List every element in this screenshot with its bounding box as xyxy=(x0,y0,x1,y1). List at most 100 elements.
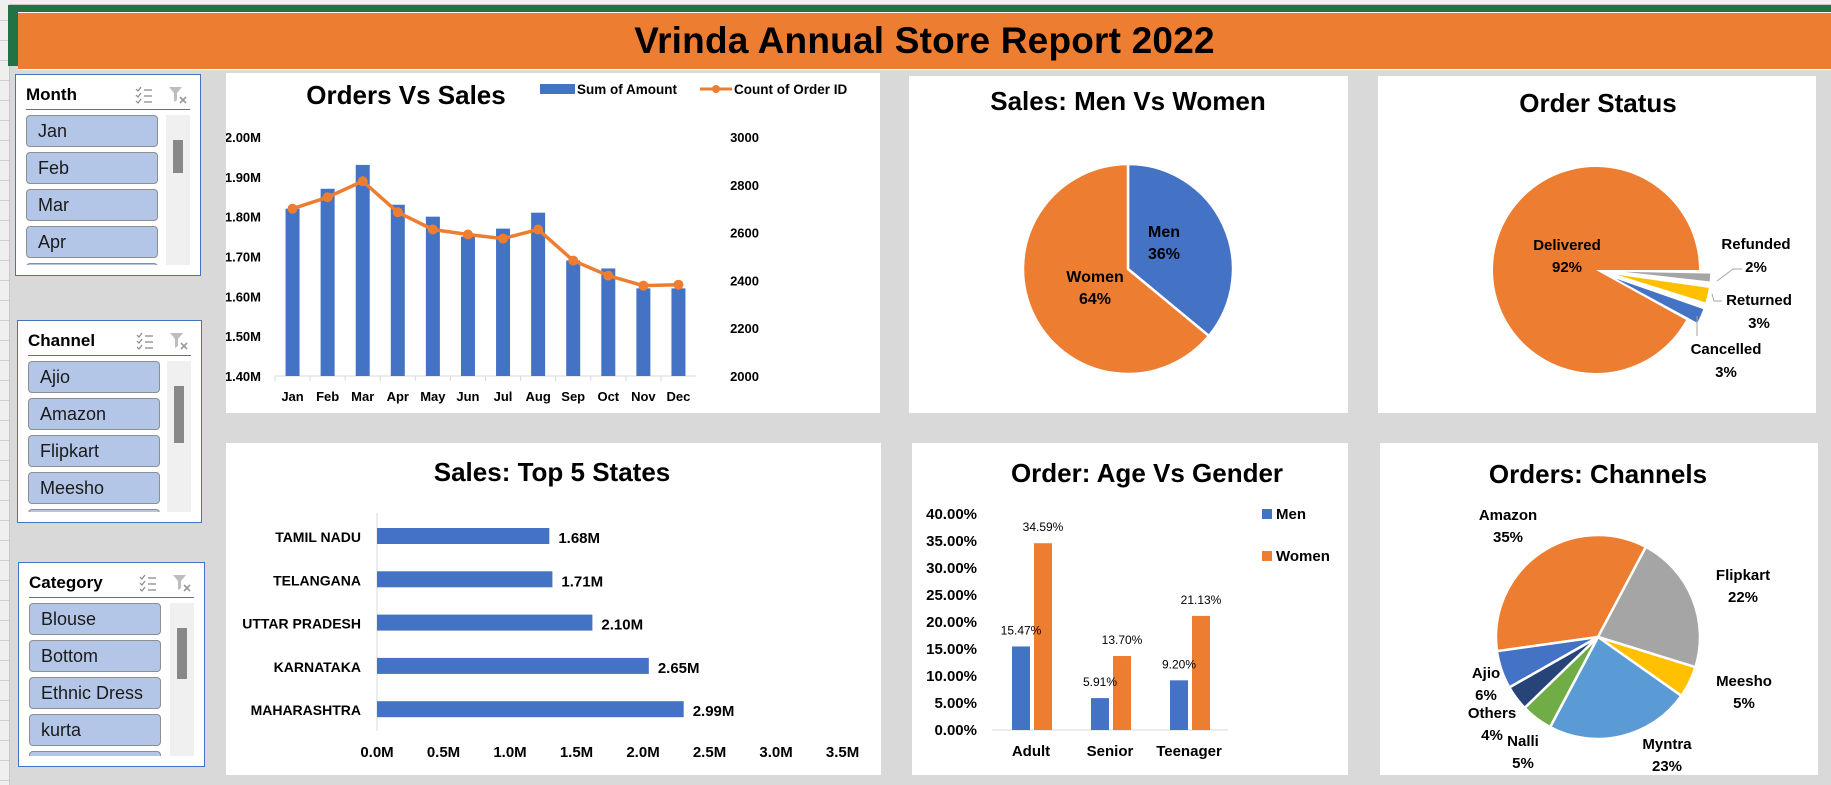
grid-row-line xyxy=(0,220,9,221)
slicer-item[interactable]: Flipkart xyxy=(28,435,160,467)
y-axis-tick: 25.00% xyxy=(926,587,977,604)
data-label: 5% xyxy=(1733,695,1755,712)
grid-row-line xyxy=(0,480,9,481)
grid-row-line xyxy=(0,140,9,141)
scrollbar-thumb[interactable] xyxy=(177,628,187,679)
multi-select-icon[interactable] xyxy=(136,572,160,594)
chart-sales-men-vs-women[interactable]: Sales: Men Vs Women Men 36% Women 64% xyxy=(909,76,1348,413)
chart-title: Orders Vs Sales xyxy=(306,80,505,110)
y-axis-label: MAHARASHTRA xyxy=(251,702,361,718)
scrollbar-thumb[interactable] xyxy=(173,140,183,173)
slicer-item-list: Blouse Bottom Ethnic Dress kurta xyxy=(29,603,161,756)
y-axis-tick-right: 2600 xyxy=(730,226,759,241)
clear-filter-icon[interactable] xyxy=(170,572,194,594)
slicer-item[interactable]: kurta xyxy=(29,714,161,746)
slicer-title: Channel xyxy=(28,331,96,350)
chart-top-5-states[interactable]: Sales: Top 5 States TAMIL NADU 1.68M TELANG… xyxy=(226,443,881,775)
x-axis-label: Feb xyxy=(316,389,339,404)
line-marker xyxy=(287,203,298,214)
slicer-item[interactable]: Blouse xyxy=(29,603,161,635)
line-marker xyxy=(392,207,403,218)
slicer-item-partial[interactable] xyxy=(29,751,161,756)
slicer-item[interactable]: Meesho xyxy=(28,472,160,504)
bar-sum-of-amount xyxy=(320,188,335,376)
slicer-scrollbar[interactable] xyxy=(167,361,191,512)
grid-row-line xyxy=(0,300,9,301)
slicer-item[interactable]: Bottom xyxy=(29,640,161,672)
grid-row-line xyxy=(0,680,9,681)
y-axis-tick-left: 1.50M xyxy=(226,329,261,344)
slicer-item[interactable]: Apr xyxy=(26,226,158,258)
line-marker xyxy=(603,270,614,281)
y-axis-tick-left: 1.90M xyxy=(226,170,261,185)
multi-select-icon[interactable] xyxy=(132,84,156,106)
slicer-item[interactable]: Amazon xyxy=(28,398,160,430)
y-axis-label: UTTAR PRADESH xyxy=(242,616,361,632)
slicer-item-partial[interactable] xyxy=(28,509,160,512)
data-label: Women xyxy=(1066,269,1123,286)
slicer-item[interactable]: Jan xyxy=(26,115,158,147)
chart-order-status[interactable]: Order Status Delivered 92% Refunded 2% Return… xyxy=(1378,76,1816,413)
chart-age-vs-gender[interactable]: Order: Age Vs Gender 40.00% 35.00% 30.00% 25… xyxy=(912,443,1348,775)
clear-filter-icon[interactable] xyxy=(166,84,190,106)
x-axis-label: Oct xyxy=(597,389,619,404)
chart-orders-vs-sales[interactable]: Orders Vs Sales Sum of Amount Count of Ord… xyxy=(225,73,880,413)
pie-slice-myntra xyxy=(1548,635,1684,741)
data-label: 2% xyxy=(1745,259,1767,276)
data-label: 2.99M xyxy=(693,703,735,720)
line-marker xyxy=(498,233,509,244)
data-label: Men xyxy=(1148,224,1180,241)
x-axis-label: Jun xyxy=(456,389,479,404)
pie-slice-amazon xyxy=(1494,533,1648,653)
slicer-header: Channel xyxy=(28,327,191,356)
multi-select-icon[interactable] xyxy=(133,330,157,352)
grid-row-line xyxy=(0,660,9,661)
x-axis-label: Nov xyxy=(631,389,656,404)
slicer-channel[interactable]: Channel Ajio Amazon Flipkart Meesho xyxy=(17,320,202,523)
slicer-item[interactable]: Feb xyxy=(26,152,158,184)
slicer-item[interactable]: Ajio xyxy=(28,361,160,393)
chart-title: Sales: Top 5 States xyxy=(434,457,671,487)
clear-filter-icon[interactable] xyxy=(167,330,191,352)
data-label: Amazon xyxy=(1479,507,1537,524)
slicer-month[interactable]: Month Jan Feb Mar Apr xyxy=(15,74,201,276)
x-axis-label: Jan xyxy=(281,389,303,404)
y-axis-tick-left: 1.70M xyxy=(226,250,261,265)
chart-orders-channels[interactable]: Orders: Channels Amazon 35% Flipkart 22% Mees… xyxy=(1380,443,1818,775)
data-label: 5% xyxy=(1512,755,1534,772)
slicer-scrollbar[interactable] xyxy=(170,603,194,756)
slicer-item[interactable]: Mar xyxy=(26,189,158,221)
y-axis-tick: 40.00% xyxy=(926,506,977,523)
bar-women xyxy=(1034,543,1052,730)
bar-sum-of-amount xyxy=(355,164,370,376)
grid-row-line xyxy=(0,440,9,441)
y-axis-tick-left: 1.40M xyxy=(226,369,261,384)
slicer-item-list: Jan Feb Mar Apr xyxy=(26,115,158,265)
x-axis-label: Senior xyxy=(1087,743,1134,760)
grid-row-line xyxy=(0,640,9,641)
bar-sum-of-amount xyxy=(601,268,616,376)
data-label: Cancelled xyxy=(1691,341,1762,358)
chart-title: Order Status xyxy=(1519,88,1677,118)
grid-row-line xyxy=(0,560,9,561)
legend-label: Count of Order ID xyxy=(734,82,847,97)
slicer-category[interactable]: Category Blouse Bottom Ethnic Dress kurt… xyxy=(18,562,205,767)
grid-row-line xyxy=(0,320,9,321)
pie-slice-ajio xyxy=(1495,635,1599,690)
bar-men xyxy=(1170,680,1188,730)
x-axis-tick: 3.0M xyxy=(759,744,792,761)
x-axis-label: Aug xyxy=(525,389,550,404)
legend-swatch-men xyxy=(1262,509,1272,519)
slicer-item-partial[interactable] xyxy=(26,263,158,265)
slicer-item[interactable]: Ethnic Dress xyxy=(29,677,161,709)
chart-title: Order: Age Vs Gender xyxy=(1011,458,1283,488)
bar-state-sales xyxy=(377,657,649,674)
data-label: Returned xyxy=(1726,292,1792,309)
leader-line xyxy=(1711,293,1722,302)
slicer-scrollbar[interactable] xyxy=(166,115,190,265)
data-label: 3% xyxy=(1715,364,1737,381)
data-label: 64% xyxy=(1079,291,1111,308)
scrollbar-thumb[interactable] xyxy=(174,386,184,443)
x-axis-tick: 3.5M xyxy=(826,744,859,761)
line-marker xyxy=(533,224,544,235)
